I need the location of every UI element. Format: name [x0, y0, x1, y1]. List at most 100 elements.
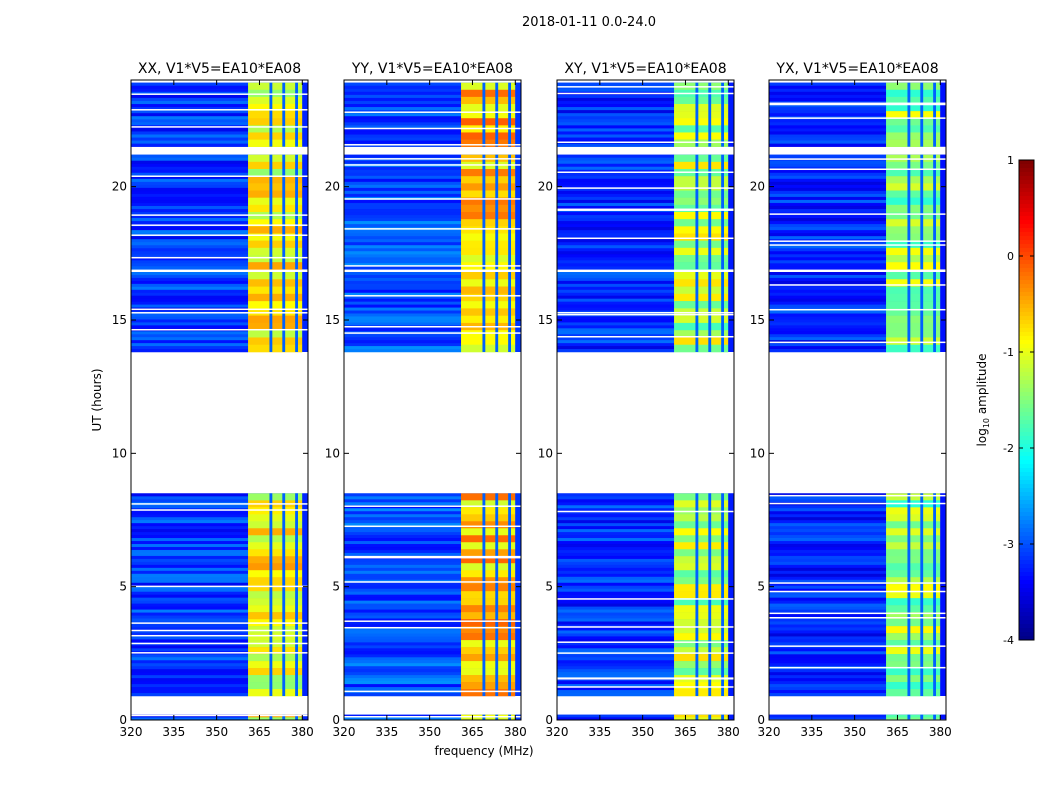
colorbar-segment [1019, 268, 1034, 273]
panel-title: YX, V1*V5=EA10*EA08 [775, 61, 938, 77]
colorbar-label-suffix: amplitude [975, 354, 989, 418]
colorbar-segment [1019, 240, 1034, 245]
colorbar-segment [1019, 276, 1034, 281]
colorbar-segment [1019, 332, 1034, 337]
panel-frame [768, 79, 947, 721]
x-tick-label: 350 [418, 725, 441, 739]
colorbar-segment [1019, 472, 1034, 477]
y-tick-label: 10 [112, 446, 127, 460]
panel-title: YY, V1*V5=EA10*EA08 [351, 61, 513, 77]
colorbar-segment [1019, 184, 1034, 189]
colorbar-segment [1019, 244, 1034, 249]
y-axis-label: UT (hours) [90, 368, 104, 431]
colorbar-segment [1019, 376, 1034, 381]
chart-title: 2018-01-11 0.0-24.0 [522, 15, 656, 30]
colorbar-segment [1019, 524, 1034, 529]
colorbar-segment [1019, 516, 1034, 521]
colorbar-segment [1019, 248, 1034, 253]
colorbar-segment [1019, 228, 1034, 233]
heatmap-xy [557, 82, 734, 720]
colorbar-segment [1019, 556, 1034, 561]
y-tick-label: 15 [112, 313, 127, 327]
colorbar-segment [1019, 468, 1034, 473]
colorbar-segment [1019, 576, 1034, 581]
y-tick-label: 15 [325, 313, 340, 327]
colorbar-segment [1019, 272, 1034, 277]
colorbar-segment [1019, 220, 1034, 225]
colorbar-segment [1019, 432, 1034, 437]
x-tick-label: 350 [843, 725, 866, 739]
y-tick-label: 0 [545, 713, 553, 727]
colorbar-segment [1019, 164, 1034, 169]
colorbar-segment [1019, 416, 1034, 421]
colorbar-segment [1019, 544, 1034, 549]
panel-xx: XX, V1*V5=EA10*EA08 320 335 350 365 380 0 5 10 15… [112, 61, 314, 739]
colorbar-segment [1019, 616, 1034, 621]
y-tick-label: 0 [119, 713, 127, 727]
colorbar-segment [1019, 172, 1034, 177]
x-tick-label: 320 [546, 725, 569, 739]
x-tick-label: 365 [248, 725, 271, 739]
colorbar-segment [1019, 528, 1034, 533]
x-tick-label: 350 [631, 725, 654, 739]
colorbar-frame [1018, 159, 1035, 641]
colorbar-segment [1019, 300, 1034, 305]
colorbar-segment [1019, 448, 1034, 453]
panel-frame [343, 79, 522, 721]
colorbar-tick-label: -3 [1003, 538, 1014, 551]
colorbar-segment [1019, 348, 1034, 353]
colorbar-segment [1019, 404, 1034, 409]
colorbar-segment [1019, 256, 1034, 261]
colorbar: 1 0 -1 -2 -3 -4 [1003, 154, 1035, 647]
colorbar-segment [1019, 324, 1034, 329]
colorbar-segment [1019, 236, 1034, 241]
colorbar-segment [1019, 512, 1034, 517]
colorbar-segment [1019, 628, 1034, 633]
colorbar-segment [1019, 328, 1034, 333]
colorbar-segment [1019, 388, 1034, 393]
colorbar-segment [1019, 216, 1034, 221]
colorbar-segment [1019, 188, 1034, 193]
colorbar-segment [1019, 408, 1034, 413]
colorbar-segment [1019, 436, 1034, 441]
colorbar-segment [1019, 312, 1034, 317]
colorbar-segment [1019, 396, 1034, 401]
x-tick-label: 335 [375, 725, 398, 739]
colorbar-segment [1019, 564, 1034, 569]
colorbar-tick-label: -2 [1003, 442, 1014, 455]
panel-xy: XY, V1*V5=EA10*EA08 320 335 350 365 380 0 5 10 15… [538, 61, 740, 739]
colorbar-segment [1019, 224, 1034, 229]
colorbar-segment [1019, 232, 1034, 237]
colorbar-segment [1019, 452, 1034, 457]
colorbar-segment [1019, 540, 1034, 545]
y-tick-label: 15 [538, 313, 553, 327]
colorbar-segment [1019, 212, 1034, 217]
colorbar-segment [1019, 636, 1034, 641]
x-tick-label: 365 [674, 725, 697, 739]
colorbar-tick-label: 1 [1007, 154, 1014, 167]
colorbar-segment [1019, 304, 1034, 309]
colorbar-segment [1019, 320, 1034, 325]
colorbar-segment [1019, 456, 1034, 461]
colorbar-segment [1019, 428, 1034, 433]
colorbar-segment [1019, 296, 1034, 301]
panel-yy: YY, V1*V5=EA10*EA08 320 335 350 365 380 0 5 10 15… [325, 61, 527, 739]
colorbar-tick-label: -1 [1003, 346, 1014, 359]
colorbar-segment [1019, 356, 1034, 361]
y-tick-label: 10 [750, 446, 765, 460]
colorbar-segment [1019, 368, 1034, 373]
colorbar-segment [1019, 492, 1034, 497]
colorbar-segment [1019, 360, 1034, 365]
colorbar-segment [1019, 292, 1034, 297]
colorbar-segment [1019, 384, 1034, 389]
colorbar-segment [1019, 372, 1034, 377]
x-tick-label: 365 [886, 725, 909, 739]
colorbar-segment [1019, 520, 1034, 525]
colorbar-segment [1019, 624, 1034, 629]
colorbar-segment [1019, 484, 1034, 489]
panel-frame [130, 79, 309, 721]
panel-title: XX, V1*V5=EA10*EA08 [138, 61, 301, 77]
colorbar-segment [1019, 476, 1034, 481]
y-tick-label: 10 [325, 446, 340, 460]
colorbar-segment [1019, 424, 1034, 429]
